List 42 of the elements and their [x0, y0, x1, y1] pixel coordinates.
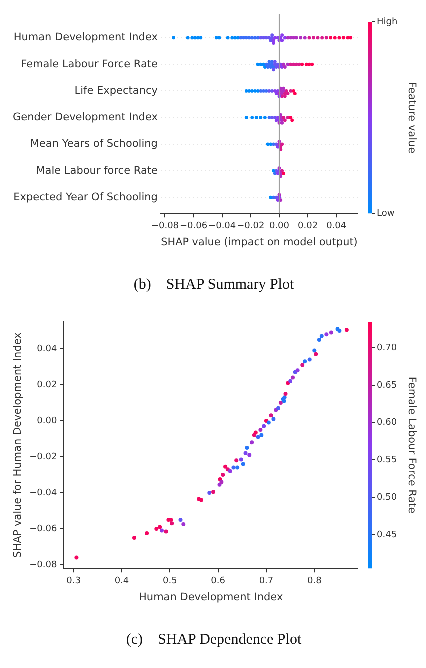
x-tick-label: 0.5: [162, 576, 178, 586]
color-bar-title: Feature value: [406, 82, 418, 154]
y-tick-label: Expected Year Of Schooling: [14, 191, 158, 204]
y-tick-label: −0.06: [30, 524, 58, 534]
color-bar-label: 0.60: [377, 418, 398, 428]
y-tick-label: 0.02: [37, 380, 58, 390]
x-tick-label: 0.04: [326, 221, 347, 232]
color-bar-title: Female Labour Force Rate: [406, 376, 418, 514]
y-tick-label: 0.00: [37, 416, 58, 426]
y-tick-label: Gender Development Index: [12, 112, 158, 124]
y-tick-label: −0.02: [30, 452, 58, 462]
x-tick-label: −0.06: [180, 221, 208, 232]
color-bar-label: 0.50: [377, 492, 398, 503]
y-tick-label: 0.04: [37, 344, 58, 354]
y-tick-label: Human Development Index: [14, 32, 158, 44]
x-tick-label: 0.02: [298, 221, 318, 232]
color-bar-label: 0.65: [377, 380, 398, 391]
x-tick-label: 0.8: [307, 576, 322, 586]
text: (b) SHAP Summary Plot: [132, 277, 296, 294]
y-tick-label: −0.04: [30, 488, 58, 498]
color-bar-label: 0.45: [377, 530, 398, 540]
y-axis-title: SHAP value for Human Development Index: [12, 332, 24, 558]
x-tick-label: 0.3: [66, 576, 81, 586]
x-axis-title: Human Development Index: [139, 591, 284, 604]
x-tick-label: 0.4: [114, 576, 130, 586]
x-tick-label: 0.6: [211, 576, 226, 586]
x-tick-label: −0.02: [237, 221, 265, 232]
x-tick-label: 0.7: [259, 576, 274, 586]
color-bar-label: 0.70: [377, 344, 398, 354]
x-tick-label: 0.00: [269, 221, 290, 232]
x-tick-label: −0.08: [151, 221, 180, 232]
y-tick-label: Mean Years of Schooling: [30, 138, 158, 150]
text: (c) SHAP Dependence Plot: [125, 632, 303, 649]
y-tick-label: −0.08: [30, 560, 58, 570]
color-bar-label: Low: [377, 208, 395, 219]
x-tick-label: −0.04: [208, 221, 236, 232]
color-bar-label: High: [377, 17, 398, 28]
color-bar-label: 0.55: [377, 456, 398, 466]
y-tick-label: Male Labour force Rate: [36, 164, 158, 177]
y-tick-label: Life Expectancy: [74, 84, 158, 97]
x-axis-title: SHAP value (impact on model output): [161, 236, 358, 248]
y-tick-label: Female Labour Force Rate: [21, 58, 158, 70]
